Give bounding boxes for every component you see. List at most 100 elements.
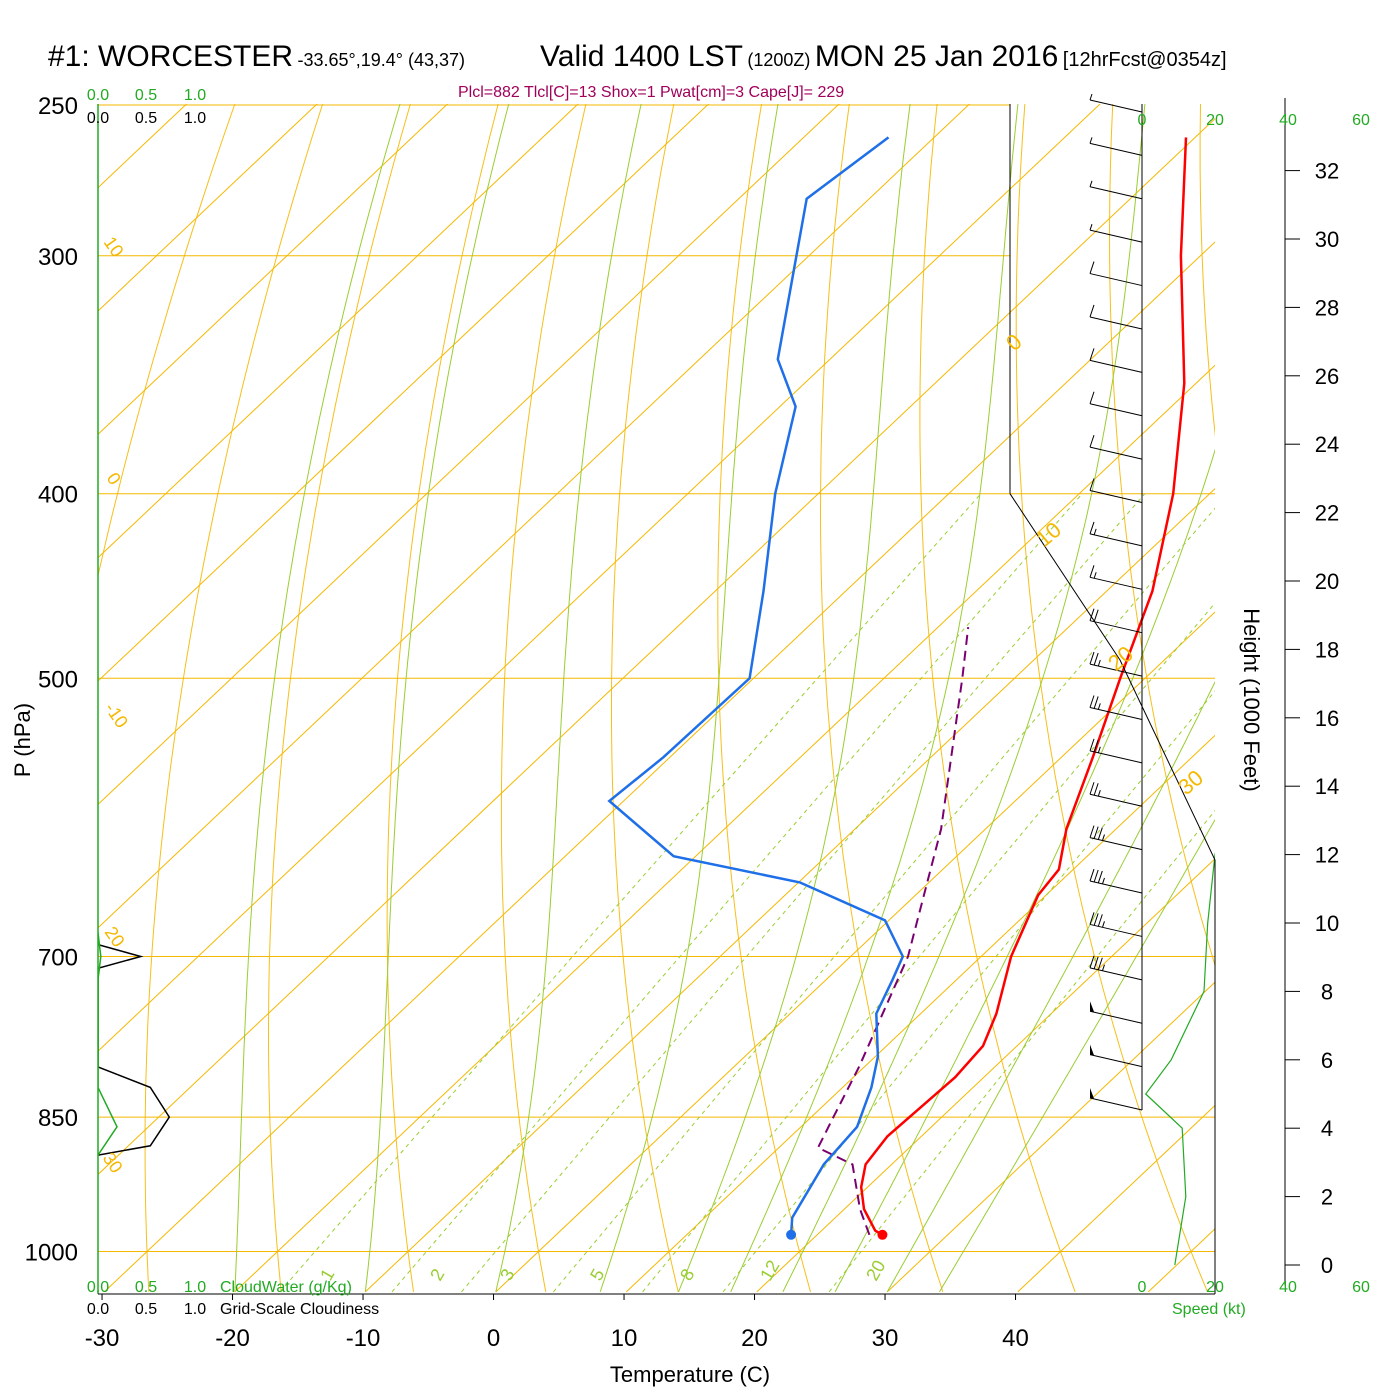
wind-barb-shaft: [1089, 923, 1143, 937]
temperature-tick-label: 20: [741, 1325, 768, 1352]
temperature-tick-label: 30: [872, 1325, 899, 1352]
dry-adiabat-line: [98, 104, 236, 578]
dry-adiabat-line: [500, 104, 587, 1292]
y-axis-label: P (hPa): [10, 703, 35, 777]
isotherm-label: 10: [100, 233, 128, 261]
speed-tick-label-bottom: 20: [1206, 1279, 1224, 1296]
wind-barb-flag: [1089, 825, 1095, 838]
dewpoint-trace: [607, 136, 905, 1235]
wind-speed-trace: [1144, 852, 1215, 1266]
wind-barb-flag: [1089, 912, 1095, 925]
station-coords: -33.65°,19.4° (43,37): [297, 50, 466, 70]
wind-barb-flag: [1089, 521, 1095, 535]
cloud-water-axis-label: CloudWater (g/Kg): [220, 1279, 352, 1296]
wind-barb-flag: [1089, 738, 1095, 752]
wind-barb-shaft: [1089, 403, 1143, 417]
wind-barb: [1089, 478, 1143, 504]
wind-barb-flag: [1089, 434, 1095, 448]
wind-barb-shaft: [1089, 359, 1143, 373]
traces-layer: [98, 136, 1215, 1266]
mixing-ratio-line: [828, 809, 1215, 1293]
height-tick-label: 14: [1315, 774, 1339, 799]
isotherm-line: [886, 981, 1215, 1293]
axes-layer: [97, 93, 1300, 1300]
dry-adiabat-line: [1015, 104, 1208, 1293]
height-tick-label: 32: [1315, 159, 1339, 184]
wind-barb: [1089, 180, 1143, 200]
dewpoint-surface-marker: [786, 1229, 797, 1240]
wind-barb-flag: [1089, 565, 1095, 578]
mixing-ratio-label: 12: [756, 1257, 783, 1284]
cloud-water-trace: [98, 932, 118, 1156]
height-tick-label: 2: [1321, 1185, 1333, 1210]
moist-adiabat-line: [939, 818, 1215, 1293]
wind-barb-shaft: [1089, 490, 1143, 504]
speed-tick-label-top: 0: [1138, 112, 1147, 129]
wind-barb-half-flag: [1093, 528, 1097, 536]
dry-adiabat-line: [611, 104, 679, 1293]
wind-barb-half-flag: [1102, 877, 1105, 885]
height-tick-label: 26: [1315, 364, 1339, 389]
height-tick-label: 20: [1315, 569, 1339, 594]
wind-barb-flag: [1089, 651, 1095, 665]
wind-barb-shaft: [1089, 793, 1143, 807]
wind-barb-shaft: [1089, 142, 1143, 156]
wind-barb-pennant: [1090, 1088, 1095, 1099]
isotherm-line: [98, 104, 449, 436]
cloud-water-tick-bottom: 0.5: [135, 1279, 157, 1296]
labels-layer: 0246810121416182022242628303200202040406…: [10, 87, 1370, 1387]
wind-barb-half-flag: [1089, 137, 1093, 144]
wind-barb-shaft: [1089, 576, 1143, 590]
wind-barb-shaft: [1089, 316, 1143, 330]
moist-adiabat-line: [886, 680, 1215, 1293]
dry-adiabat-line: [1288, 71, 1400, 1292]
wind-barb-flag: [1097, 827, 1103, 840]
wind-barb-flag: [1089, 261, 1095, 274]
isotherm-line: [98, 117, 1215, 1176]
cloudiness-tick-top: 1.0: [184, 110, 206, 127]
wind-barb: [1089, 521, 1143, 547]
temperature-tick-label: 0: [487, 1325, 500, 1352]
wind-barb: [1089, 738, 1143, 764]
wind-barb-half-flag: [1089, 93, 1093, 101]
utc-time: (1200Z): [747, 50, 811, 70]
moist-adiabat-line: [599, 104, 779, 1293]
wind-barb-flag: [1089, 478, 1095, 491]
height-tick-label: 8: [1321, 979, 1333, 1004]
wind-barb-flag: [1089, 304, 1095, 318]
cloud-water-tick-top: 0.5: [135, 87, 157, 104]
wind-barb-flag: [1093, 609, 1099, 622]
height-tick-label: 30: [1315, 227, 1339, 252]
wind-barb-shaft: [1089, 229, 1143, 243]
mixing-ratio-label: 3: [496, 1265, 518, 1284]
wind-barb: [1089, 695, 1143, 720]
pressure-tick-label: 1000: [25, 1240, 78, 1267]
temperature-trace: [859, 137, 1188, 1236]
wind-barb-flag: [1097, 957, 1103, 970]
wind-barb: [1089, 1001, 1143, 1024]
wind-barb-half-flag: [1089, 180, 1093, 187]
isotherm-line: [98, 104, 1101, 1052]
speed-tick-label-top: 40: [1279, 112, 1297, 129]
cloud-water-tick-bottom: 0.0: [87, 1279, 109, 1296]
wind-barb: [1089, 782, 1143, 807]
wind-barb-flag: [1089, 695, 1095, 708]
cloud-water-tick-top: 0.0: [87, 87, 109, 104]
dry-adiabat-line: [919, 104, 1076, 1293]
temperature-tick-label: -30: [85, 1325, 120, 1352]
height-tick-label: 16: [1315, 706, 1339, 731]
cloudiness-tick-bottom: 1.0: [184, 1301, 206, 1318]
parcel-trace: [816, 626, 970, 1236]
x-axis-label: Temperature (C): [610, 1362, 770, 1387]
cloudiness-tick-bottom: 0.5: [135, 1301, 157, 1318]
wind-barb-shaft: [1089, 273, 1143, 287]
speed-tick-label-top: 60: [1352, 112, 1370, 129]
temperature-tick-label: -20: [215, 1325, 250, 1352]
wind-barb-flag: [1093, 696, 1099, 709]
mixing-ratio-label: 8: [676, 1265, 698, 1284]
height-tick-label: 24: [1315, 432, 1339, 457]
grid-layer: [98, 71, 1400, 1293]
isotherm-line: [234, 364, 1215, 1293]
speed-axis-label: Speed (kt): [1172, 1301, 1246, 1318]
